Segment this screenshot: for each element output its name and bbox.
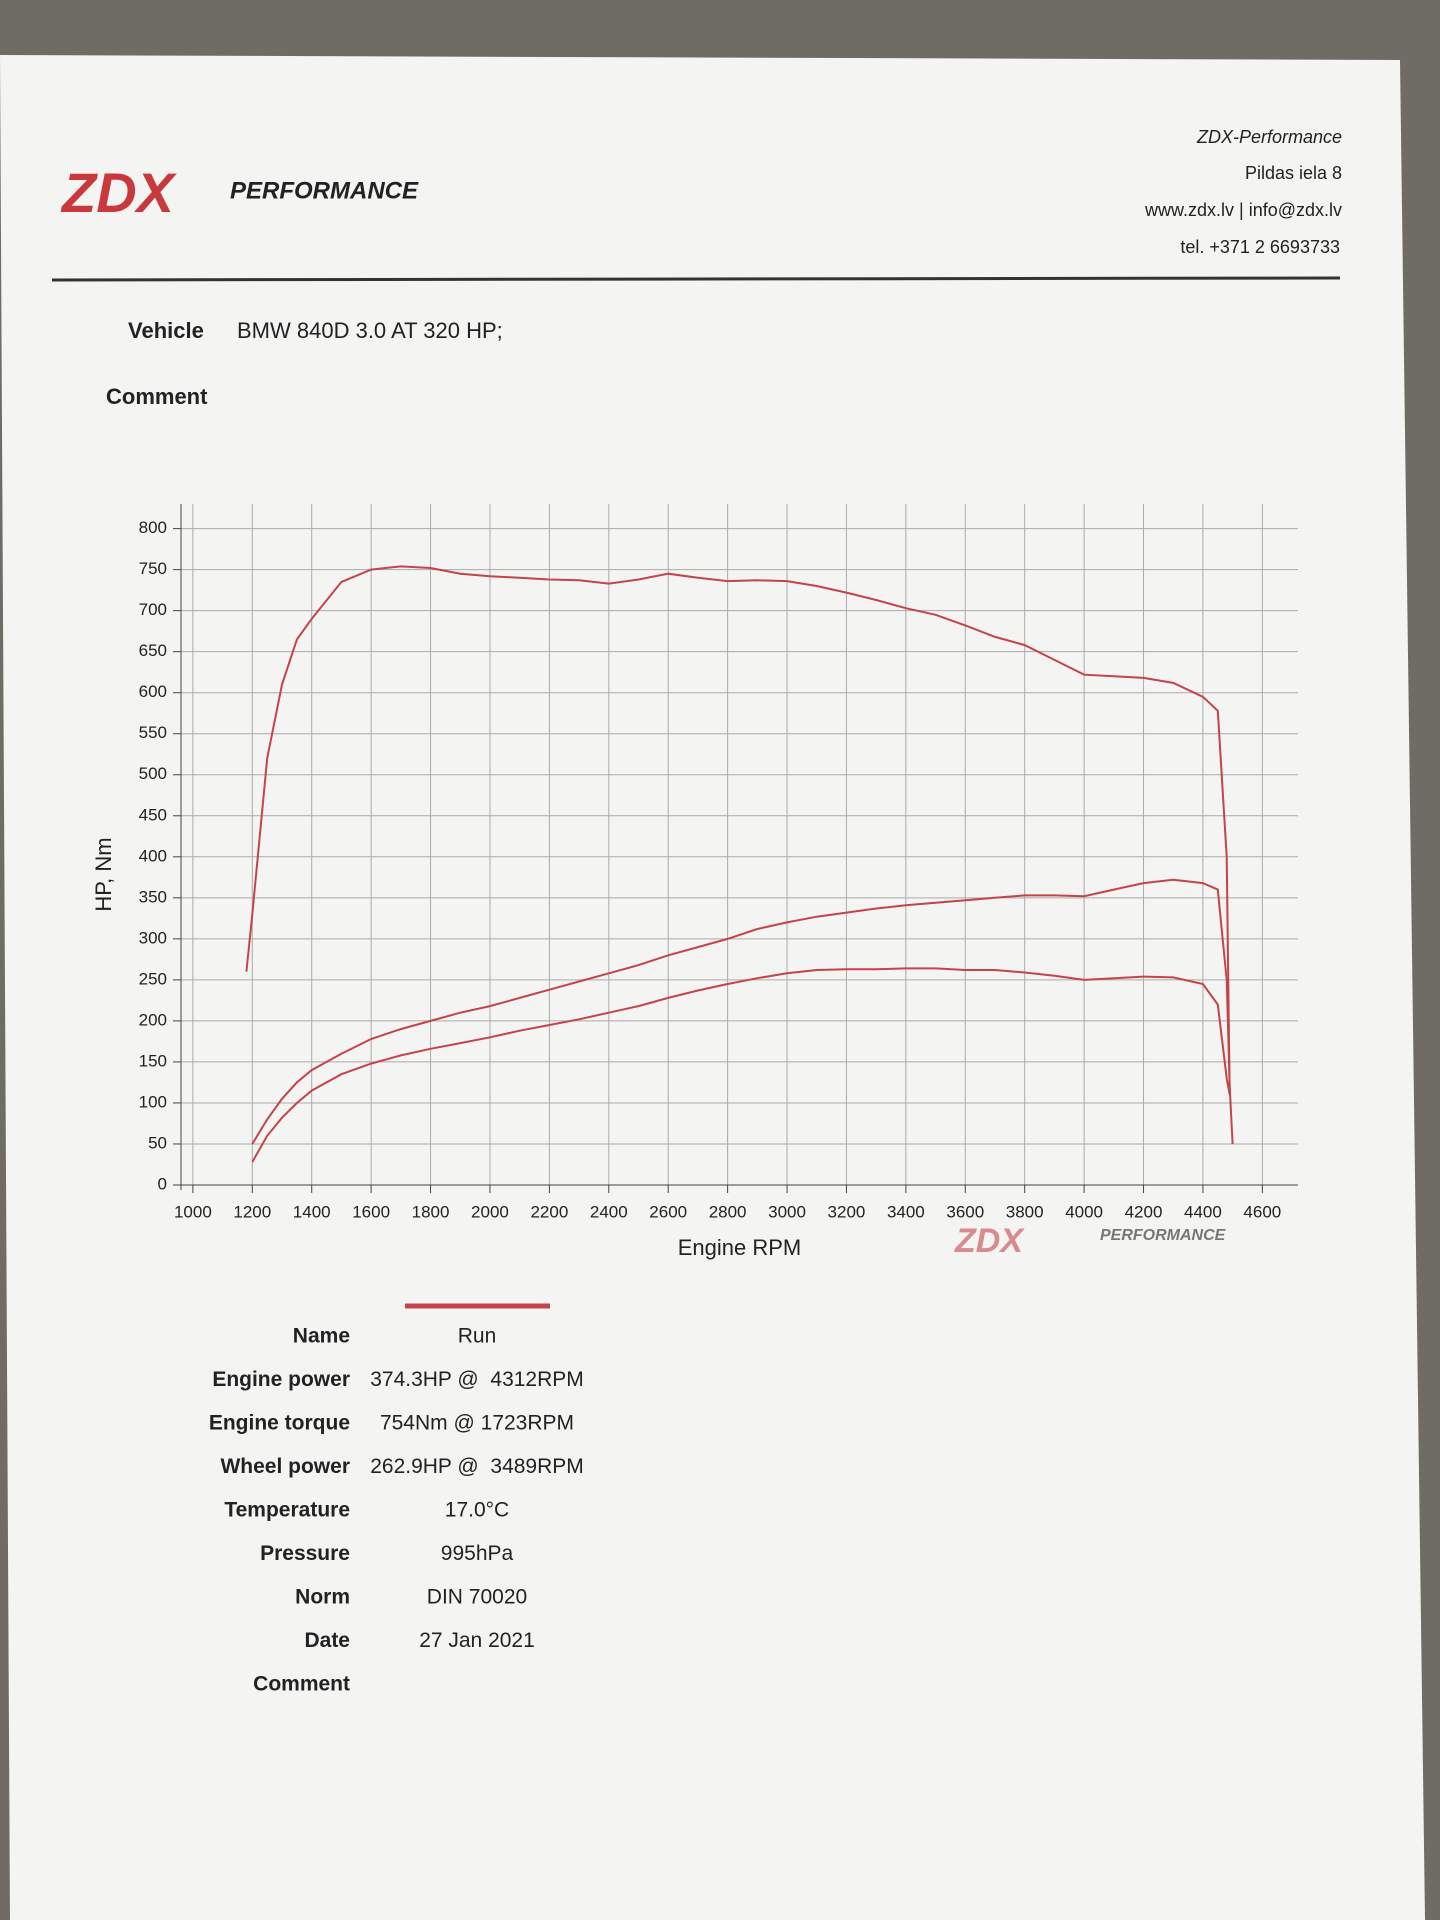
y-tick-label: 200 xyxy=(139,1010,167,1029)
series-line xyxy=(245,565,1231,1095)
chart: 0 50 100 150 200 250 300 350 400 450 500 550 600 650 7… xyxy=(91,504,1298,1260)
series-line xyxy=(251,878,1234,1145)
x-tick-label: 3400 xyxy=(887,1202,925,1221)
x-tick-label: 1000 xyxy=(174,1202,212,1221)
x-tick-label: 4400 xyxy=(1184,1202,1222,1221)
row-label: Name xyxy=(293,1325,350,1348)
x-tick-label: 4000 xyxy=(1065,1202,1103,1221)
comment-label: Comment xyxy=(106,384,208,409)
address: Pildas iela 8 xyxy=(1245,163,1342,183)
vehicle-label: Vehicle xyxy=(128,318,204,343)
row-value: 374.3HP @ 4312RPM xyxy=(370,1368,584,1391)
row-label: Comment xyxy=(253,1673,350,1696)
x-tick-label: 3200 xyxy=(828,1202,866,1221)
row-value: DIN 70020 xyxy=(427,1586,527,1609)
row-value: 995hPa xyxy=(441,1542,514,1565)
x-tick-label: 2200 xyxy=(530,1202,568,1221)
x-tick-label: 3000 xyxy=(768,1202,806,1221)
y-tick-label: 800 xyxy=(139,518,167,537)
x-tick-label: 2400 xyxy=(590,1202,628,1221)
y-tick-label: 50 xyxy=(148,1133,167,1152)
watermark-logo: ZDX xyxy=(954,1222,1025,1260)
row-value: 754Nm @ 1723RPM xyxy=(380,1412,574,1435)
logo: ZDX xyxy=(60,161,178,224)
y-tick-label: 350 xyxy=(139,887,167,906)
x-tick-label: 4600 xyxy=(1243,1202,1281,1221)
y-tick-label: 400 xyxy=(139,846,167,865)
row-value: Run xyxy=(458,1325,497,1348)
x-tick-label: 2000 xyxy=(471,1202,509,1221)
watermark-sub: PERFORMANCE xyxy=(1100,1227,1227,1244)
x-axis-label: Engine RPM xyxy=(678,1235,802,1260)
x-tick-label: 1800 xyxy=(412,1202,450,1221)
x-tick-label: 1200 xyxy=(233,1202,271,1221)
row-label: Norm xyxy=(295,1586,350,1609)
header-rule xyxy=(51,276,1341,282)
x-tick-label: 2800 xyxy=(709,1202,747,1221)
y-tick-label: 100 xyxy=(139,1092,167,1111)
y-tick-label: 300 xyxy=(139,928,167,947)
summary-table: Name Run Engine power 374.3HP @ 4312RPM Engi… xyxy=(209,1303,584,1696)
y-axis-label: HP, Nm xyxy=(91,837,116,911)
series-line xyxy=(251,967,1231,1163)
row-label: Temperature xyxy=(224,1499,350,1522)
y-tick-label: 450 xyxy=(139,805,167,824)
x-tick-label: 4200 xyxy=(1125,1202,1163,1221)
x-tick-label: 1600 xyxy=(352,1202,390,1221)
web: www.zdx.lv | info@zdx.lv xyxy=(1144,200,1342,220)
y-tick-label: 650 xyxy=(139,641,167,660)
company: ZDX-Performance xyxy=(1196,127,1342,147)
y-tick-label: 600 xyxy=(139,682,167,701)
y-tick-label: 150 xyxy=(139,1051,167,1070)
row-value: 262.9HP @ 3489RPM xyxy=(370,1455,584,1478)
row-value: 17.0°C xyxy=(445,1499,509,1522)
y-tick-label: 0 xyxy=(158,1174,167,1193)
x-tick-label: 2600 xyxy=(649,1202,687,1221)
y-tick-label: 700 xyxy=(139,600,167,619)
row-label: Engine power xyxy=(212,1368,350,1391)
x-tick-label: 3800 xyxy=(1006,1202,1044,1221)
y-tick-label: 250 xyxy=(139,969,167,988)
y-tick-label: 550 xyxy=(139,723,167,742)
y-tick-label: 750 xyxy=(139,559,167,578)
row-value: 27 Jan 2021 xyxy=(419,1629,535,1652)
x-tick-label: 1400 xyxy=(293,1202,331,1221)
row-label: Wheel power xyxy=(220,1455,350,1478)
vehicle-value: BMW 840D 3.0 AT 320 HP; xyxy=(237,318,503,343)
x-tick-label: 3600 xyxy=(946,1202,984,1221)
row-label: Date xyxy=(304,1629,350,1652)
phone: tel. +371 2 6693733 xyxy=(1180,237,1340,257)
row-label: Engine torque xyxy=(209,1412,350,1435)
row-label: Pressure xyxy=(260,1542,350,1565)
y-tick-label: 500 xyxy=(139,764,167,783)
logo-sub: PERFORMANCE xyxy=(230,177,419,204)
